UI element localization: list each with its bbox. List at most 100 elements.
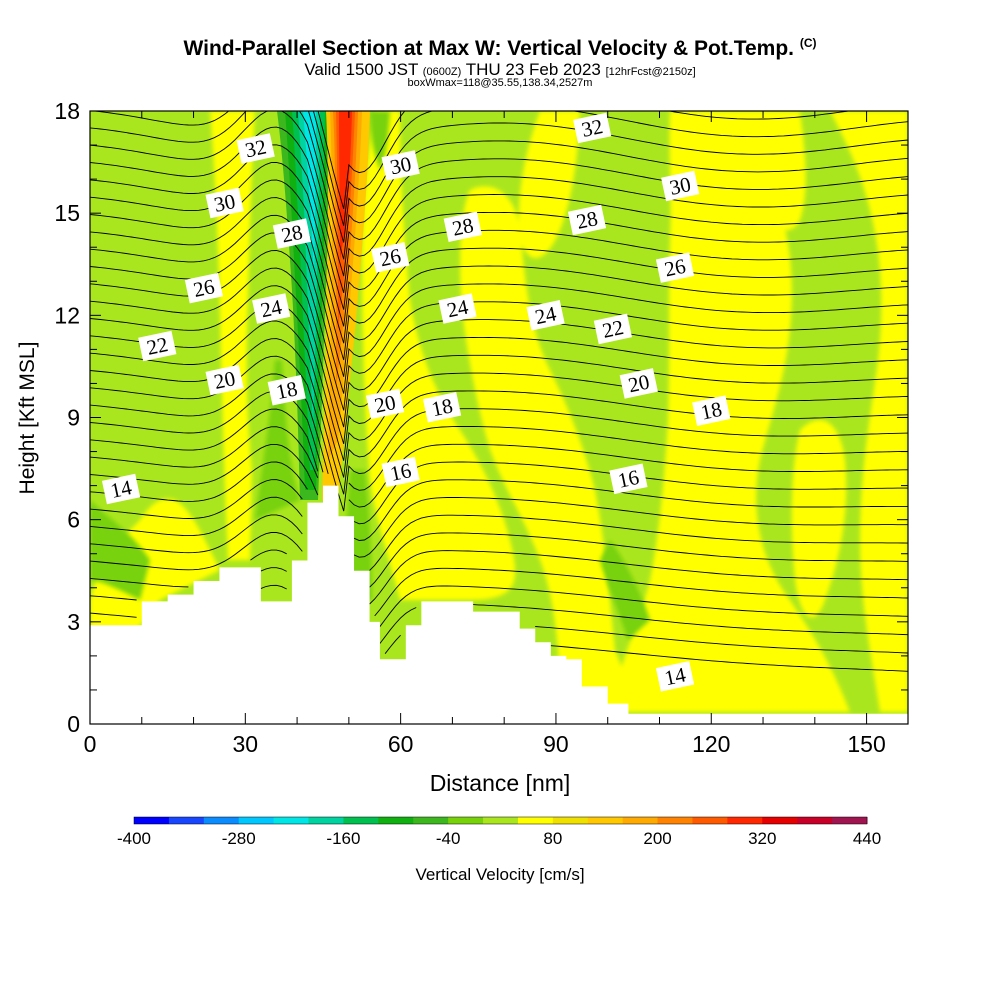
downdraft-band-a — [255, 360, 300, 520]
colorbar-tick-label: -40 — [436, 829, 461, 848]
contour-label-text: 18 — [699, 397, 725, 425]
colorbar-swatch — [657, 817, 693, 824]
theta-contour-line — [90, 285, 908, 445]
colorbar-label: Vertical Velocity [cm/s] — [415, 865, 584, 884]
contour-label-box — [381, 456, 420, 488]
contour-label-box — [438, 293, 477, 324]
contour-label: 18 — [267, 374, 306, 406]
colorbar-swatch — [552, 817, 589, 824]
contour-label-box — [205, 364, 244, 396]
colorbar-swatch — [692, 817, 728, 824]
updraft-plume-g — [720, 111, 806, 231]
contour-label-box — [422, 392, 462, 423]
contour-label: 32 — [236, 133, 275, 164]
colorbar-tick-label: -400 — [117, 829, 151, 848]
updraft-plume-h — [791, 420, 847, 618]
contour-label-box — [365, 388, 405, 420]
contour-label: 14 — [101, 473, 141, 505]
colorbar-tick-label: -160 — [326, 829, 360, 848]
contour-label-text: 16 — [616, 465, 642, 493]
contour-label-text: 28 — [279, 220, 305, 248]
y-tick-label: 18 — [54, 98, 80, 124]
theta-contour-line — [90, 567, 908, 654]
contour-label-box — [573, 112, 612, 144]
colorbar-swatch — [517, 817, 554, 824]
contour-label: 28 — [443, 211, 482, 243]
chart-title-text: Wind-Parallel Section at Max W: Vertical… — [183, 37, 794, 60]
x-axis: 0 30 60 90 120 150 — [84, 111, 886, 757]
contour-label-box — [619, 368, 658, 399]
theta-contour-line — [90, 267, 908, 428]
contour-label-text: 32 — [579, 114, 605, 142]
x-tick-label: 150 — [847, 731, 885, 757]
theta-contour-line — [90, 197, 908, 361]
strong-vertical-motion — [277, 111, 370, 500]
theta-contour-line — [90, 479, 908, 588]
y-tick-label: 6 — [67, 507, 80, 533]
contour-label-text: 26 — [662, 254, 688, 282]
colorbar-swatch — [727, 817, 763, 824]
contour-label: 26 — [184, 272, 224, 304]
contour-label-box — [526, 300, 565, 331]
downdraft-center — [303, 111, 316, 280]
contour-label-box — [443, 211, 482, 243]
colorbar-swatch — [308, 817, 344, 824]
theta-contour-line — [90, 514, 908, 617]
colorbar-tick-label: 80 — [543, 829, 562, 848]
contour-label-text: 26 — [378, 244, 404, 272]
contour-label: 18 — [692, 395, 731, 426]
contour-label-box — [252, 293, 291, 324]
theta-contour-line — [312, 111, 908, 226]
contour-label-text: 22 — [600, 315, 626, 343]
contour-label-text: 28 — [574, 206, 600, 234]
updraft-plume-f — [830, 111, 908, 712]
y-tick-label: 15 — [54, 200, 80, 226]
theta-contour-line — [90, 532, 908, 627]
theta-contour-line — [90, 584, 908, 672]
contour-label: 24 — [526, 300, 565, 331]
colorbar-frame — [133, 816, 868, 825]
contour-label: 26 — [655, 252, 695, 283]
valid-utc: (0600Z) — [422, 66, 462, 78]
contour-label: 24 — [252, 293, 291, 324]
x-tick-label: 120 — [692, 731, 730, 757]
x-tick-label: 30 — [233, 731, 259, 757]
colorbar-tick-label: 200 — [643, 829, 671, 848]
colorbar-swatch — [168, 817, 205, 824]
contour-label-text: 20 — [212, 366, 238, 394]
copyright-mark: (C) — [799, 36, 817, 50]
contour-label: 20 — [619, 368, 658, 399]
colorbar-swatch — [832, 817, 868, 824]
contour-label-text: 26 — [191, 274, 217, 302]
colorbar-swatch — [134, 817, 170, 824]
valid-time: Valid 1500 JST — [304, 60, 419, 79]
y-axis-label: Height [Kft MSL] — [16, 342, 39, 495]
colorbar: -400 -280 -160 -40 80 200 320 440 — [117, 816, 881, 848]
downdraft-band-d — [600, 540, 650, 640]
updraft-max — [339, 111, 352, 260]
theta-contour-line — [90, 496, 908, 605]
contour-label: 20 — [205, 364, 244, 396]
contour-label: 22 — [593, 313, 633, 345]
contour-label: 16 — [609, 463, 648, 495]
contour-label: 28 — [272, 218, 312, 249]
contour-label-text: 18 — [429, 393, 455, 421]
y-tick-label: 3 — [67, 609, 80, 635]
contour-label-box — [236, 133, 275, 164]
colorbar-swatch — [622, 817, 659, 824]
contour-label-box — [272, 218, 312, 249]
theta-contour-line — [90, 320, 908, 478]
theta-contour-line — [90, 179, 908, 344]
contour-label-box — [381, 150, 420, 181]
colorbar-swatch — [238, 817, 275, 824]
contour-label-box — [661, 170, 700, 202]
contour-label-box — [138, 330, 177, 362]
contour-label-text: 20 — [372, 390, 398, 418]
contour-label: 26 — [371, 242, 410, 273]
terrain-mask — [90, 485, 908, 724]
contour-label-box — [609, 463, 648, 495]
contour-label-text: 32 — [243, 135, 269, 163]
contour-label-box — [593, 313, 633, 345]
colorbar-swatch — [203, 817, 240, 824]
theta-contour-line — [317, 111, 852, 210]
